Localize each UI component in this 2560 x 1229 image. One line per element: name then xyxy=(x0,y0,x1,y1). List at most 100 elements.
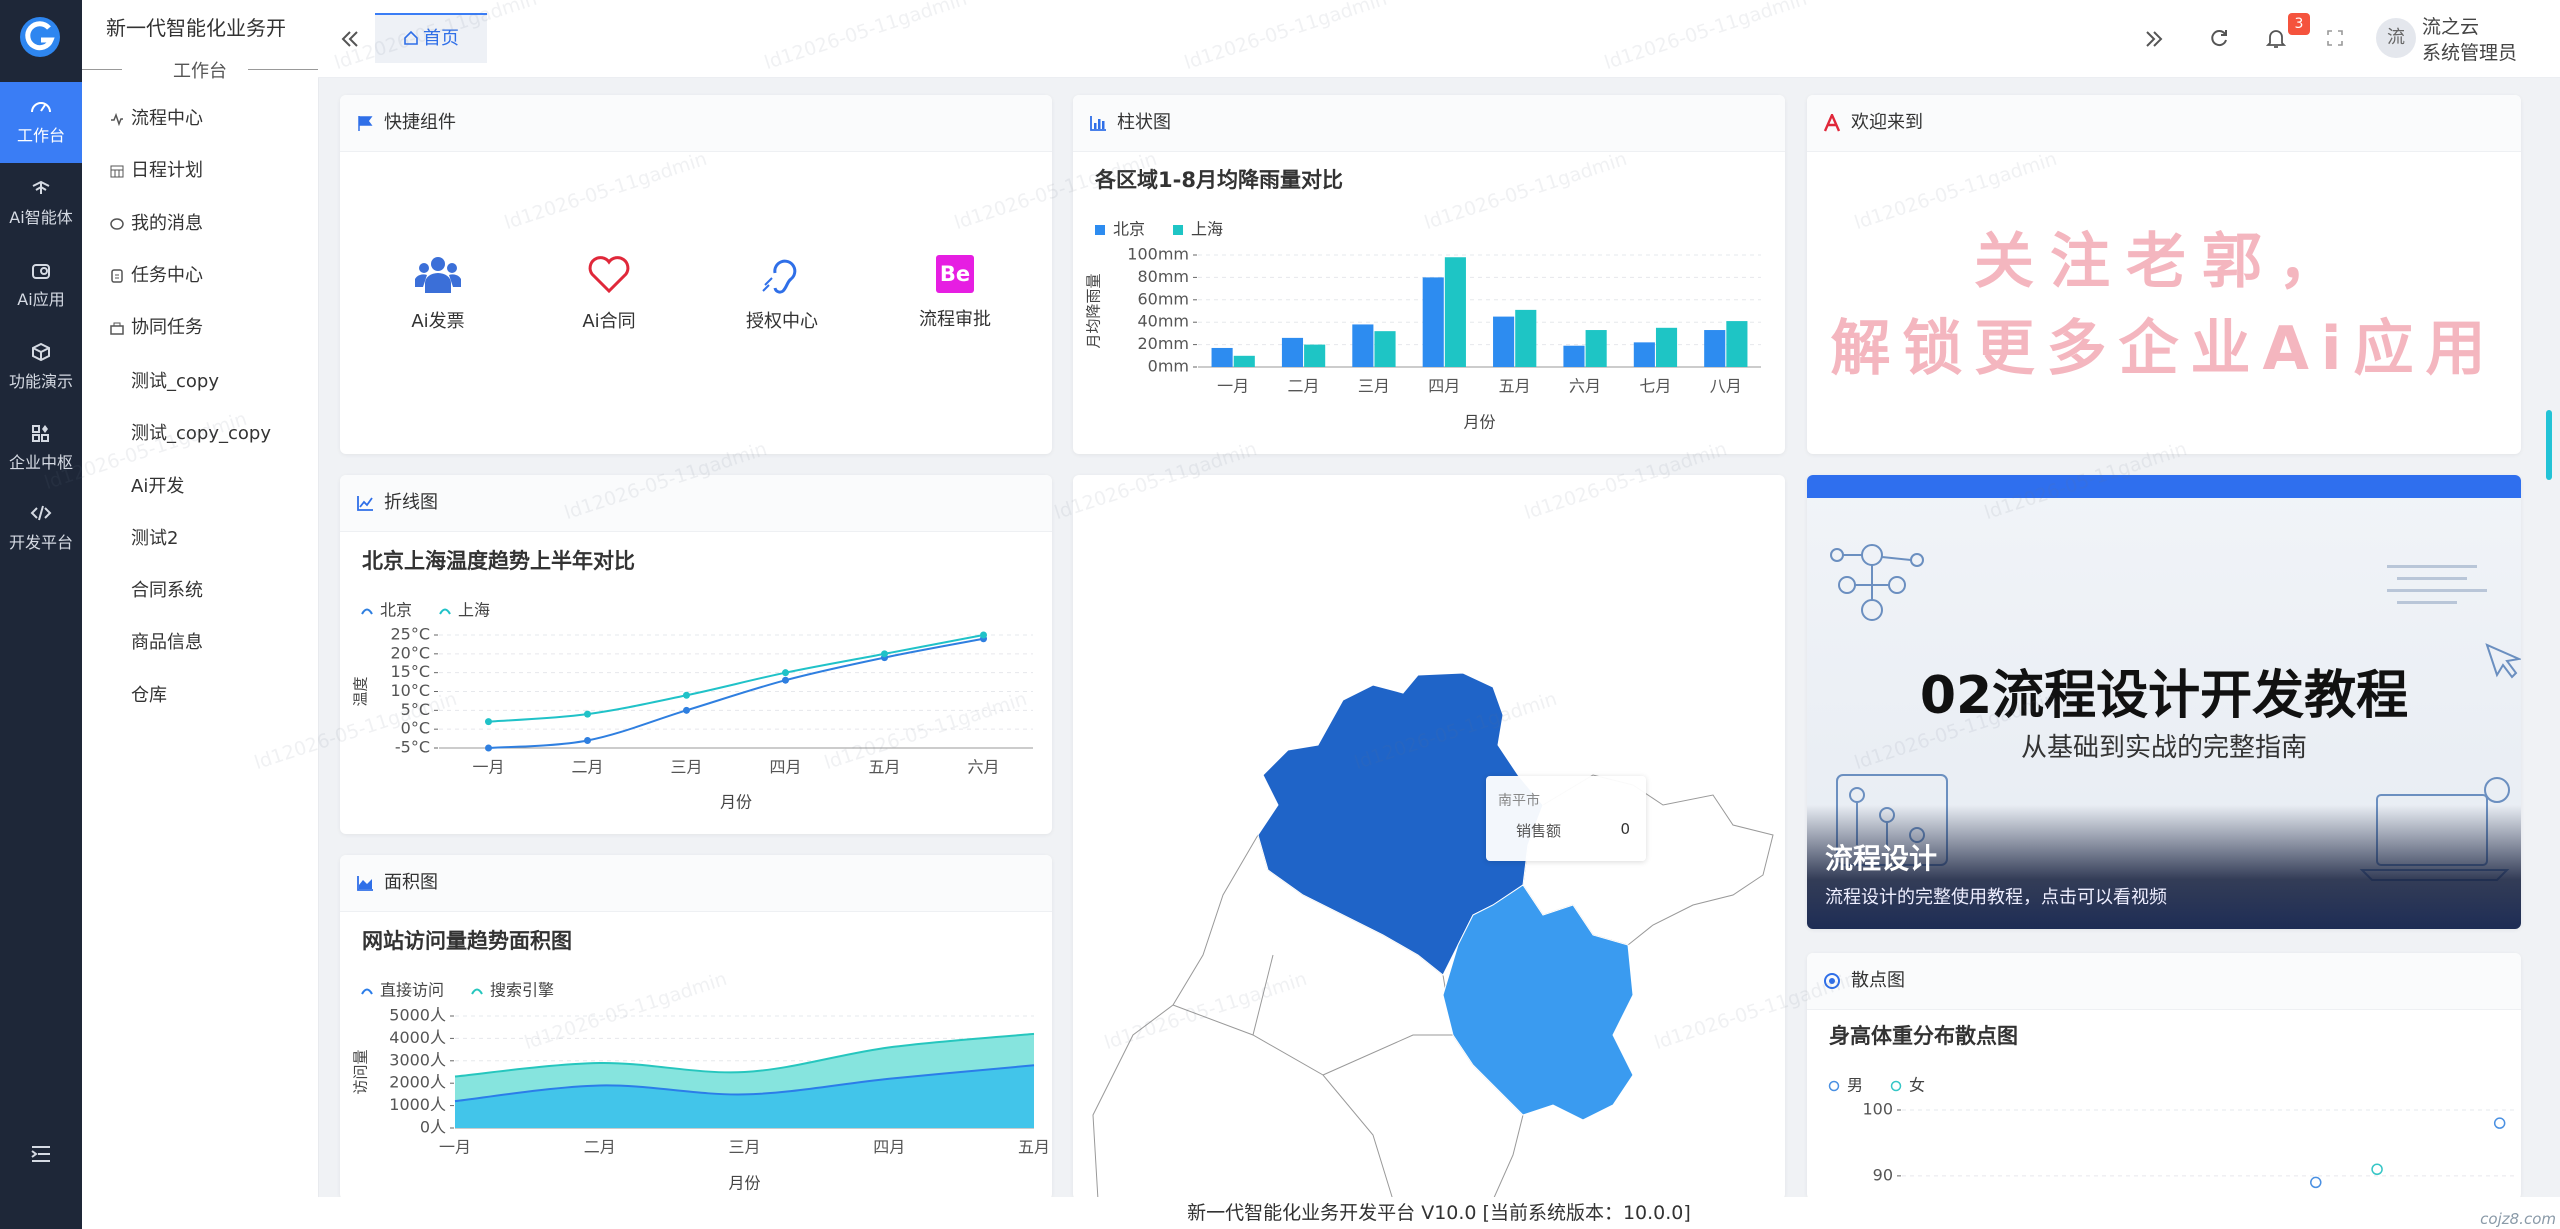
point xyxy=(2310,1176,2322,1189)
badge: 3 xyxy=(2288,13,2310,35)
point xyxy=(683,691,690,699)
fullscreen-button[interactable] xyxy=(2326,29,2344,47)
bar-card: 柱状图 各区域1-8月均降雨量对比 北京 上海 0mm 20mm 40mm 60mm 80mm… xyxy=(1073,95,1785,454)
bar xyxy=(1374,331,1396,367)
quick-item[interactable]: Ai发票 xyxy=(358,255,518,333)
menu-item[interactable]: 测试2 xyxy=(131,527,178,551)
menu-item[interactable]: Ai开发 xyxy=(131,475,184,499)
y-axis-label: 温度 xyxy=(352,676,370,706)
menu-item[interactable]: 协同任务 xyxy=(110,316,203,340)
card-header: 柱状图 xyxy=(1073,95,1785,152)
point xyxy=(584,736,591,744)
logo xyxy=(20,17,60,57)
menu-label: 日程计划 xyxy=(131,160,203,181)
collapse-icon[interactable] xyxy=(30,1143,52,1165)
legend-label: 上海 xyxy=(458,601,490,620)
line xyxy=(488,634,984,723)
nav-item[interactable]: 功能演示 xyxy=(0,342,82,392)
avatar[interactable]: 流 xyxy=(2376,18,2416,58)
chart-title: 身高体重分布散点图 xyxy=(1829,1024,2018,1048)
menu-item[interactable]: 流程中心 xyxy=(111,107,203,131)
bar xyxy=(1304,344,1326,367)
collapse-button[interactable] xyxy=(340,29,360,49)
quick-item[interactable]: Ai合同 xyxy=(529,255,689,333)
bar xyxy=(1704,330,1726,367)
refresh-button[interactable] xyxy=(2209,28,2229,48)
quick-icon: Be xyxy=(936,255,974,293)
y-tick-label: 15°C xyxy=(390,662,430,681)
map-region[interactable] xyxy=(1442,884,1634,1121)
quick-item[interactable]: Be 流程审批 xyxy=(875,255,1035,331)
nav-item[interactable]: 企业中枢 xyxy=(0,423,82,473)
caption-bg xyxy=(1807,805,2521,929)
scrollbar[interactable] xyxy=(2546,410,2552,480)
quick-item[interactable]: 授权中心 xyxy=(702,255,862,333)
y-tick-label: 2000人 xyxy=(389,1073,446,1092)
chart-title: 各区域1-8月均降雨量对比 xyxy=(1094,168,1343,192)
nav-label: 工作台 xyxy=(16,126,65,145)
legend-label: 上海 xyxy=(1191,220,1223,239)
menu-item[interactable]: 日程计划 xyxy=(110,159,203,183)
legend-marker xyxy=(1890,1080,1902,1092)
nav-item[interactable]: 开发平台 xyxy=(0,503,82,553)
x-tick-label: 五月 xyxy=(868,758,900,777)
menu-label: 任务中心 xyxy=(131,265,203,286)
menu-item[interactable]: 测试_copy_copy xyxy=(131,422,271,446)
bar xyxy=(1444,257,1466,367)
y-tick-label: 20mm xyxy=(1137,334,1189,353)
bar xyxy=(1233,355,1255,367)
tab[interactable]: 首页 xyxy=(375,13,487,63)
menu-item[interactable]: 任务中心 xyxy=(111,264,203,288)
point xyxy=(980,631,987,639)
line xyxy=(454,1032,1035,1078)
bar xyxy=(1655,327,1678,367)
more-button[interactable] xyxy=(2144,29,2164,49)
bell-button[interactable] xyxy=(2266,28,2286,50)
bar xyxy=(1352,324,1374,367)
y-tick-label: 10°C xyxy=(390,681,430,700)
x-axis-label: 月份 xyxy=(728,1174,760,1193)
video-card[interactable]: 02流程设计开发教程 从基础到实战的完整指南 流程设计 流程设计的完整使用教程，… xyxy=(1807,475,2521,929)
menu-section: 工作台 xyxy=(173,61,227,82)
legend-marker xyxy=(361,608,373,615)
y-tick-label: 0mm xyxy=(1148,357,1189,376)
card-header: 散点图 xyxy=(1807,953,2521,1010)
footer: 新一代智能化业务开发平台 V10.0 [当前系统版本：10.0.0] xyxy=(318,1197,2560,1229)
menu-label: 流程中心 xyxy=(131,108,203,129)
bar xyxy=(1211,347,1233,367)
bar xyxy=(1515,309,1537,367)
nav-item[interactable]: 工作台 xyxy=(0,96,82,146)
card-header: 快捷组件 xyxy=(340,95,1052,152)
y-tick-label: 40mm xyxy=(1137,312,1189,331)
nav-label: 开发平台 xyxy=(8,533,73,552)
y-tick-label: 90 xyxy=(1873,1165,1893,1184)
y-tick-label: 5°C xyxy=(401,700,430,719)
menu-item[interactable]: 我的消息 xyxy=(110,212,203,236)
x-tick-label: 一月 xyxy=(1217,377,1249,396)
area-card: 面积图 网站访问量趋势面积图 直接访问 搜索引擎 0人 1000人 2000人 3000人 4… xyxy=(340,855,1052,1200)
card-header: 欢迎来到 xyxy=(1807,95,2521,152)
welcome-card: 欢迎来到 关注老郭， 解锁更多企业Ai应用 xyxy=(1807,95,2521,454)
legend-label: 北京 xyxy=(380,601,412,620)
menu-item[interactable]: 商品信息 xyxy=(131,631,203,655)
y-tick-label: 4000人 xyxy=(389,1028,446,1047)
menu-item[interactable]: 测试_copy xyxy=(131,370,219,394)
legend-marker xyxy=(1828,1080,1840,1092)
y-tick-label: 0°C xyxy=(401,719,430,738)
nav-item[interactable]: Ai智能体 xyxy=(0,178,82,228)
card-header: 折线图 xyxy=(340,475,1052,532)
x-tick-label: 四月 xyxy=(769,758,801,777)
user-name: 流之云 xyxy=(2422,16,2480,38)
menu-item[interactable]: 仓库 xyxy=(131,684,167,708)
card-title: 折线图 xyxy=(384,492,438,513)
nav-label: Ai应用 xyxy=(17,290,65,309)
menu-item[interactable]: 合同系统 xyxy=(131,579,203,603)
y-tick-label: 25°C xyxy=(390,625,430,644)
line-card: 折线图 北京上海温度趋势上半年对比 北京 上海 -5°C 0°C 5°C 10°C 15°C 2… xyxy=(340,475,1052,834)
nav-item[interactable]: Ai应用 xyxy=(0,260,82,310)
x-tick-label: 二月 xyxy=(584,1138,616,1157)
video-title: 02流程设计开发教程 xyxy=(1919,666,2409,726)
x-tick-label: 一月 xyxy=(472,758,504,777)
